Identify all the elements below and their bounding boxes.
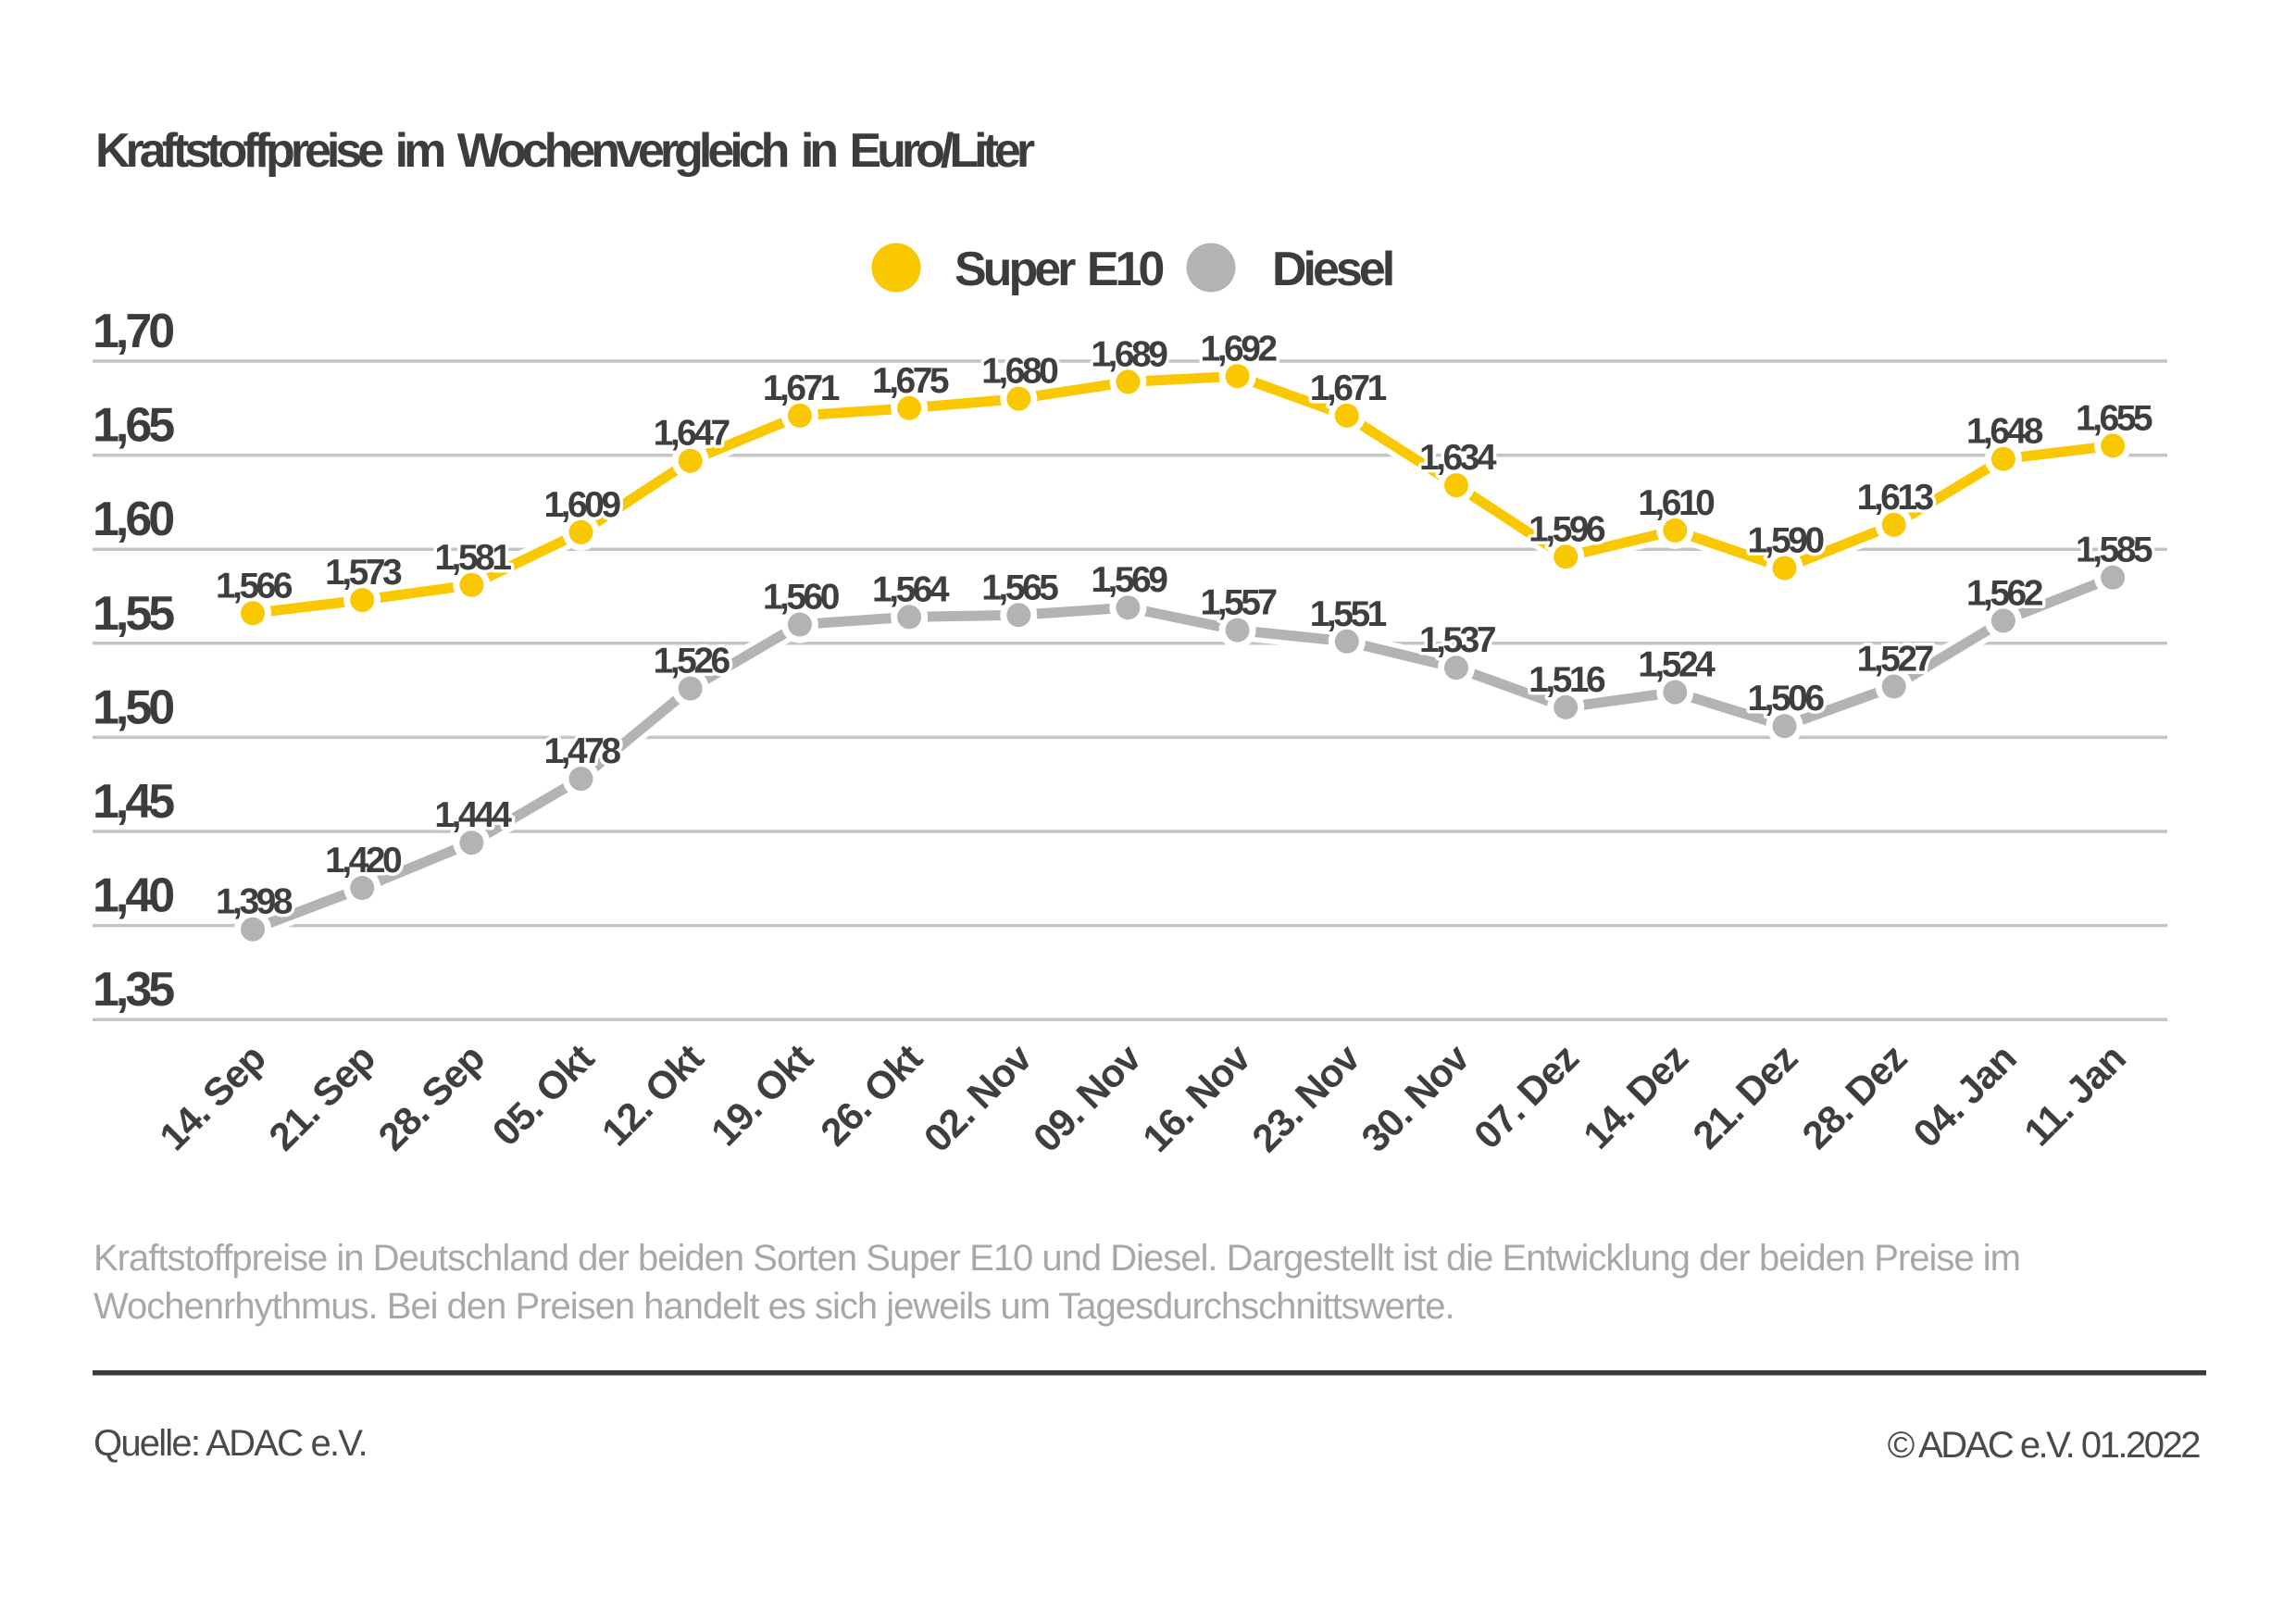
svg-text:1,564: 1,564	[872, 569, 950, 609]
svg-text:1,45: 1,45	[93, 775, 174, 829]
svg-text:1,610: 1,610	[1638, 483, 1715, 523]
svg-text:1,569: 1,569	[1091, 560, 1167, 600]
svg-text:1,613: 1,613	[1857, 478, 1934, 518]
svg-text:1,420: 1,420	[325, 841, 402, 880]
svg-text:1,585: 1,585	[2076, 531, 2152, 570]
svg-text:1,573: 1,573	[325, 553, 402, 593]
svg-text:1,60: 1,60	[93, 493, 173, 546]
svg-text:Wochenrhythmus. Bei den Preise: Wochenrhythmus. Bei den Preisen handelt …	[94, 1286, 1454, 1327]
svg-text:1,566: 1,566	[216, 566, 293, 606]
svg-text:1,581: 1,581	[434, 538, 511, 578]
svg-text:1,647: 1,647	[654, 414, 730, 454]
svg-text:1,35: 1,35	[93, 963, 174, 1017]
svg-text:1,565: 1,565	[981, 568, 1058, 607]
svg-text:1,516: 1,516	[1529, 660, 1605, 700]
svg-text:1,634: 1,634	[1419, 438, 1497, 478]
svg-text:1,70: 1,70	[93, 305, 173, 358]
svg-text:1,50: 1,50	[93, 681, 173, 734]
svg-text:1,40: 1,40	[93, 869, 173, 923]
svg-text:Kraftstoffpreise im Wochenverg: Kraftstoffpreise im Wochenvergleich in E…	[95, 124, 1035, 178]
svg-text:1,680: 1,680	[981, 352, 1058, 392]
svg-text:Diesel: Diesel	[1272, 243, 1392, 296]
svg-text:1,560: 1,560	[763, 578, 840, 618]
svg-text:1,526: 1,526	[654, 642, 730, 681]
svg-text:1,527: 1,527	[1857, 640, 1933, 680]
svg-text:1,675: 1,675	[872, 361, 949, 401]
svg-text:1,648: 1,648	[1966, 412, 2043, 452]
svg-text:1,609: 1,609	[543, 485, 620, 525]
svg-text:Quelle: ADAC e.V.: Quelle: ADAC e.V.	[94, 1423, 367, 1464]
svg-text:1,671: 1,671	[1310, 368, 1387, 408]
svg-text:1,65: 1,65	[93, 399, 174, 453]
svg-text:1,478: 1,478	[543, 731, 620, 771]
svg-text:1,562: 1,562	[1966, 573, 2043, 613]
svg-text:1,596: 1,596	[1529, 509, 1605, 549]
svg-text:1,551: 1,551	[1310, 594, 1387, 634]
svg-text:1,671: 1,671	[763, 368, 840, 408]
svg-text:1,398: 1,398	[216, 882, 293, 922]
svg-text:1,537: 1,537	[1419, 620, 1495, 660]
svg-text:1,692: 1,692	[1201, 329, 1278, 368]
svg-text:© ADAC e.V. 01.2022: © ADAC e.V. 01.2022	[1888, 1425, 2201, 1466]
svg-text:1,506: 1,506	[1747, 679, 1824, 718]
svg-text:Kraftstoffpreise in Deutschlan: Kraftstoffpreise in Deutschland der beid…	[94, 1238, 2020, 1279]
svg-text:1,524: 1,524	[1638, 645, 1716, 685]
svg-text:1,444: 1,444	[434, 795, 512, 835]
svg-text:1,655: 1,655	[2076, 398, 2152, 438]
svg-text:1,55: 1,55	[93, 587, 174, 641]
svg-text:1,689: 1,689	[1091, 334, 1167, 374]
svg-text:Super E10: Super E10	[955, 243, 1163, 296]
svg-text:1,557: 1,557	[1201, 583, 1277, 623]
svg-text:1,590: 1,590	[1747, 521, 1824, 561]
